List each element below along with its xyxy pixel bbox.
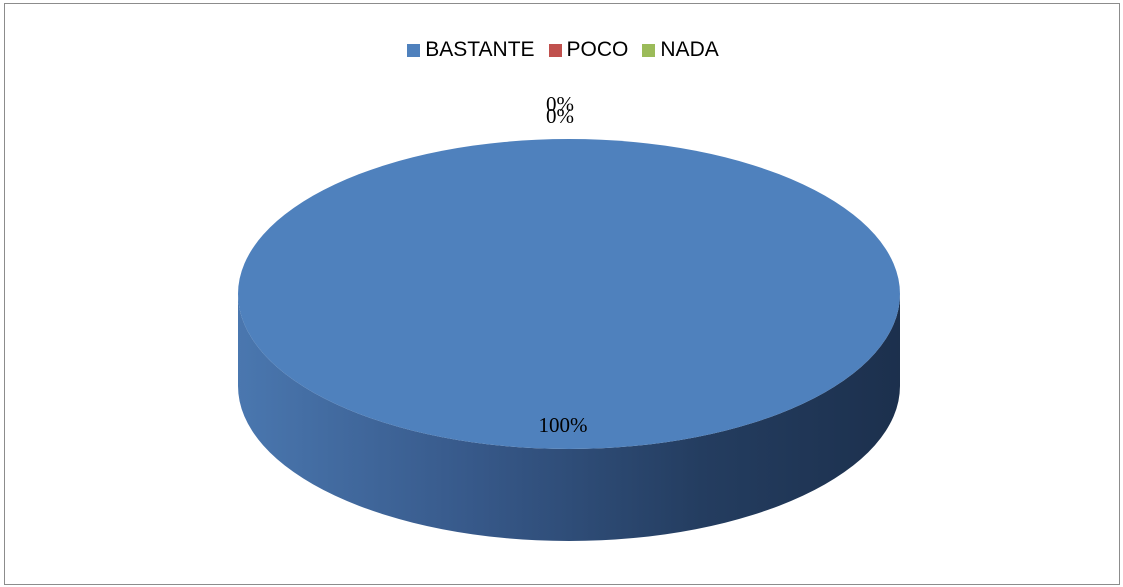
legend: BASTANTE POCO NADA	[5, 38, 1121, 62]
pie-slice-bastante	[238, 139, 900, 449]
data-label-bastante: 100%	[539, 413, 588, 437]
chart-frame: BASTANTE POCO NADA 0% 0% 100%	[4, 3, 1120, 585]
pie-chart: 0% 0% 100%	[238, 92, 900, 541]
data-label-nada: 0%	[546, 92, 574, 116]
pie-side-wall	[238, 294, 900, 541]
legend-swatch-bastante	[407, 43, 421, 57]
data-label-poco: 0%	[546, 104, 574, 128]
legend-item-bastante: BASTANTE	[407, 38, 535, 62]
legend-item-poco: POCO	[548, 38, 629, 62]
legend-label-poco: POCO	[566, 38, 629, 61]
legend-label-nada: NADA	[660, 38, 719, 61]
legend-swatch-nada	[642, 43, 656, 57]
legend-item-nada: NADA	[642, 38, 719, 62]
legend-swatch-poco	[548, 43, 562, 57]
legend-label-bastante: BASTANTE	[425, 38, 535, 61]
